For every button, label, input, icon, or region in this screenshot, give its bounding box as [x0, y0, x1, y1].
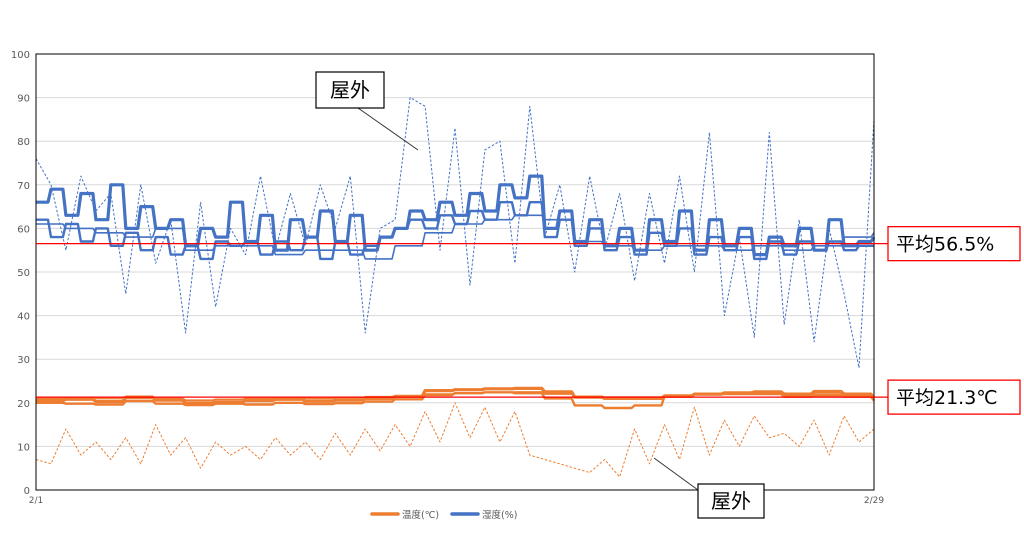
y-tick-label: 10 [17, 442, 30, 453]
series-line-temperature-outdoor [35, 402, 875, 478]
y-tick-label: 80 [17, 137, 30, 148]
y-tick-label: 70 [17, 181, 30, 192]
x-tick-label: 2/1 [29, 496, 43, 506]
reference-label-box [887, 226, 1021, 262]
legend: 温度(℃) 湿度(%) [370, 509, 517, 521]
plot-area-border [35, 53, 875, 491]
reference-label: 平均56.5% [896, 234, 994, 256]
y-tick-label: 60 [17, 224, 30, 235]
annotation-label: 屋外 [330, 78, 370, 102]
annotation-box [697, 483, 765, 519]
annotation-leader-line [653, 457, 699, 491]
y-tick-label: 90 [17, 94, 30, 105]
series-line-humidity-room-c [36, 201, 874, 261]
grid-lines [36, 53, 874, 491]
series-line-humidity-room-a [36, 174, 876, 257]
series-line-temperature-room-c [36, 391, 875, 401]
reference-lines: 平均56.5% 平均21.3℃ [36, 226, 1021, 415]
x-tick-labels: 2/1 2/29 [29, 496, 885, 506]
annotation-box [315, 71, 385, 109]
annotation-leader-line [357, 107, 419, 151]
y-tick-label: 0 [24, 486, 30, 497]
y-tick-label: 40 [17, 312, 30, 323]
legend-label: 湿度(%) [482, 509, 517, 521]
reference-label: 平均21.3℃ [896, 387, 998, 409]
y-tick-label: 30 [17, 355, 30, 366]
reference-label-box [887, 379, 1021, 415]
series-line-temperature-room-a [36, 386, 876, 405]
y-tick-label: 50 [17, 268, 30, 279]
x-tick-label: 2/29 [864, 496, 884, 506]
y-tick-label: 20 [17, 399, 30, 410]
y-tick-labels: 0 10 20 30 40 50 60 70 80 90 100 [11, 50, 30, 497]
legend-label: 温度(℃) [402, 509, 439, 521]
y-tick-label: 100 [11, 50, 30, 61]
series-lines [35, 97, 876, 478]
series-line-humidity-outdoor [35, 97, 875, 369]
annotation-label: 屋外 [711, 489, 751, 513]
